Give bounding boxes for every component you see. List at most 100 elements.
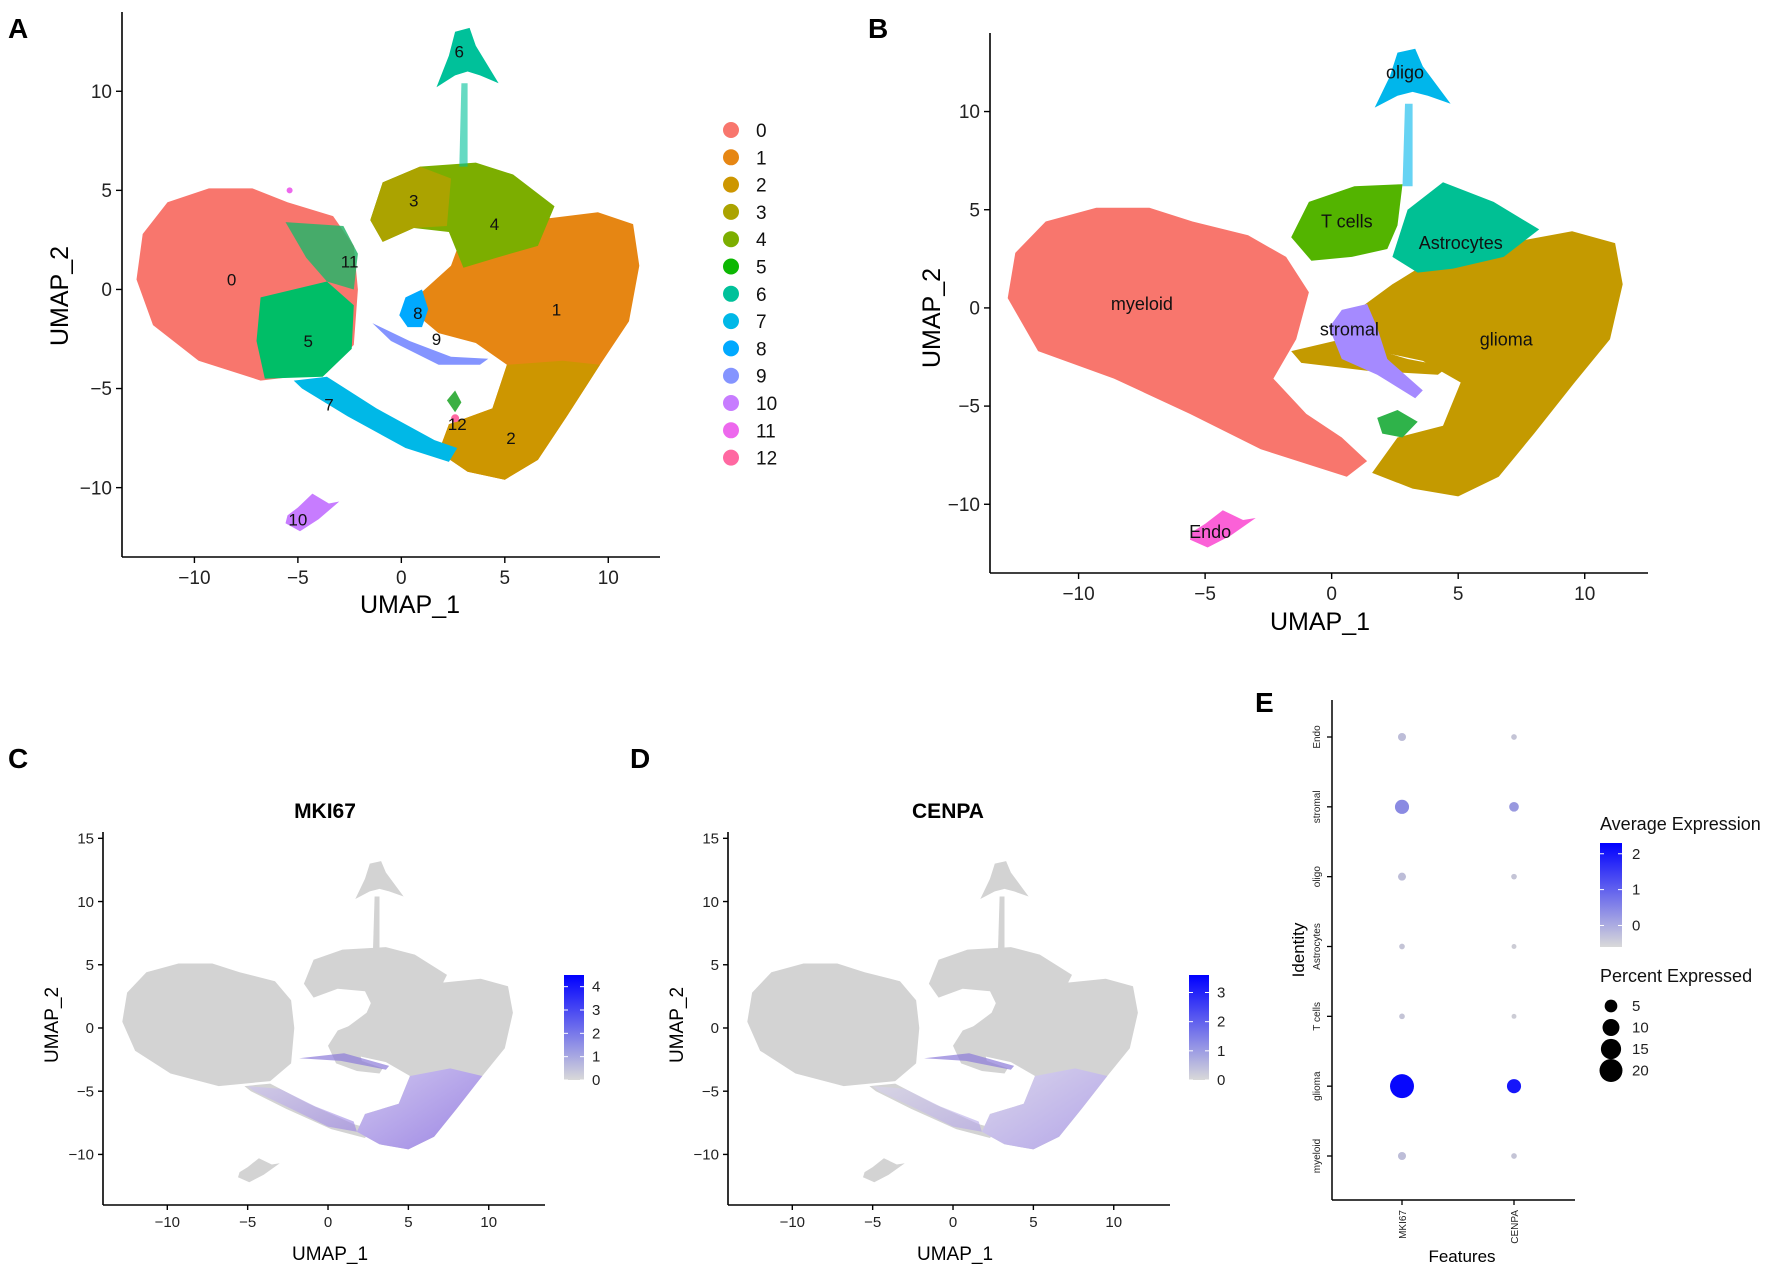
panel-c-y-tick-label: 15: [77, 831, 94, 848]
panel-d-y-tick-label: −5: [702, 1083, 719, 1100]
panel-c-colorbar-label: 1: [592, 1049, 600, 1066]
legend-percent-dot-5: [1604, 999, 1618, 1013]
dot-oligo-mki67: [1397, 872, 1407, 881]
panel-a-y-tick-label: 5: [101, 181, 112, 202]
dot-astrocytes-mki67: [1399, 943, 1405, 950]
panel-d-colorbar-label: 3: [1217, 985, 1225, 1002]
panel-e-feature-label-cenpa: CENPA: [1510, 1210, 1521, 1244]
panel-b-y-tick-label: 5: [969, 200, 980, 221]
panel-e-dotplot: MKI67 CENPA Endo stromal oligo Astrocytes T ce…: [1289, 700, 1761, 1266]
legend-dot-2: [723, 176, 739, 193]
panel-c-colorbar-label: 3: [592, 1002, 600, 1019]
panel-d-y-tick-label: 5: [711, 957, 719, 974]
panel-d-cells-stalk: [998, 896, 1005, 950]
legend-label-0: 0: [756, 121, 767, 142]
cluster-oligo-stalk: [1402, 103, 1413, 187]
panel-d-y-tick-label: 15: [702, 831, 719, 848]
panel-e-identity-label-myeloid: myeloid: [1312, 1139, 1323, 1173]
legend-percent-dot-15: [1600, 1038, 1622, 1060]
panel-e-y-axis-label: Identity: [1289, 922, 1308, 977]
panel-e-identity-label-glioma: glioma: [1312, 1071, 1323, 1101]
legend-label-10: 10: [756, 394, 777, 415]
panel-c-y-tick-label: 0: [86, 1020, 94, 1037]
panel-a-y-tick-label: −5: [90, 379, 112, 400]
cluster-tcells-region: [1291, 184, 1403, 261]
panel-a-y-tick-label: −10: [80, 478, 112, 499]
cluster-12-region: [451, 414, 460, 423]
panel-c-y-axis-label: UMAP_2: [42, 987, 63, 1063]
dot-t-cells-cenpa: [1511, 1013, 1517, 1019]
panel-b-y-tick-label: 10: [959, 102, 980, 123]
panel-b-y-tick-label: −5: [958, 397, 980, 418]
panel-e-identity-label-stromal: stromal: [1312, 790, 1323, 823]
panel-a-x-tick-label: −5: [287, 568, 309, 589]
legend-percent-label-10: 10: [1632, 1020, 1649, 1037]
panel-c-y-tick-label: −10: [69, 1147, 94, 1164]
panel-c-x-tick-label: 0: [324, 1214, 332, 1231]
panel-b-umap-celltypes: myeloid glioma T cells Astrocytes stromal oli…: [918, 33, 1648, 636]
legend-label-11: 11: [756, 421, 776, 442]
panel-a-x-tick-label: −10: [178, 568, 210, 589]
panel-e-identity-label-oligo: oligo: [1312, 866, 1323, 888]
cluster-label-5: 5: [303, 332, 312, 351]
panel-b-cluster-shapes: [1007, 48, 1623, 548]
dot-stromal-cenpa: [1509, 801, 1519, 812]
panel-a-y-tick-label: 10: [91, 82, 112, 103]
cluster-5-region: [256, 281, 354, 379]
cluster-10-region: [285, 493, 340, 532]
panel-d-cell-shapes: [747, 861, 1138, 1183]
legend-label-8: 8: [756, 339, 767, 360]
cluster-7-region: [293, 376, 458, 462]
panel-d-colorbar-gradient: [1189, 975, 1209, 1080]
cluster-3-region: [370, 166, 451, 242]
celltype-label-myeloid: myeloid: [1111, 294, 1173, 314]
panel-d-cells-stromal: [953, 1025, 1008, 1074]
celltype-label-glioma: glioma: [1480, 329, 1534, 349]
legend-dot-6: [723, 285, 739, 302]
celltype-label-astrocytes: Astrocytes: [1419, 233, 1503, 253]
celltype-label-stromal: stromal: [1320, 320, 1379, 340]
panel-letter-e: E: [1255, 687, 1274, 718]
panel-b-x-tick-label: 10: [1574, 584, 1595, 605]
panel-d-expression-tail: [872, 1086, 982, 1132]
legend-label-4: 4: [756, 230, 767, 251]
panel-c-cells-stalk: [373, 896, 380, 950]
legend-dot-10: [723, 395, 739, 411]
panel-b-y-tick-label: −10: [948, 495, 980, 516]
dot-myeloid-mki67: [1397, 1151, 1407, 1161]
panel-d-cells-right: [962, 972, 1138, 1150]
cluster-stromal-region: [1329, 304, 1423, 399]
panel-d-x-tick-label: −10: [780, 1214, 805, 1231]
panel-d-expression-hotspot: [981, 1068, 1108, 1150]
panel-a-x-tick-label: 5: [500, 568, 511, 589]
cluster-label-6: 6: [455, 43, 464, 62]
legend-label-2: 2: [756, 176, 767, 197]
cluster-oligo-region: [1374, 48, 1451, 108]
legend-dot-1: [723, 149, 739, 166]
panel-e-identity-label-endo: Endo: [1312, 725, 1323, 749]
panel-d-colorbar-label: 2: [1217, 1014, 1225, 1031]
panel-d-colorbar: 3 2 1 0: [1189, 975, 1225, 1089]
panel-c-expression-hotspot: [356, 1068, 483, 1150]
cluster-5-upper-region: [285, 222, 358, 290]
panel-e-x-axis-label: Features: [1428, 1247, 1495, 1266]
dot-t-cells-mki67: [1399, 1013, 1405, 1020]
cluster-8-region: [399, 289, 429, 328]
legend-percent-dot-20: [1599, 1059, 1623, 1082]
panel-e-dots: [1390, 732, 1522, 1161]
panel-d-axes: −10 −5 0 5 10 −10 −5 0 5 10 15: [694, 831, 1170, 1231]
panel-letter-a: A: [8, 13, 28, 44]
panel-letter-b: B: [868, 13, 888, 44]
panel-b-x-axis-label: UMAP_1: [1270, 608, 1370, 636]
dot-glioma-cenpa: [1506, 1079, 1522, 1094]
panel-d-colorbar-label: 0: [1217, 1072, 1225, 1089]
panel-a-x-tick-label: 10: [598, 568, 619, 589]
legend-label-9: 9: [756, 367, 767, 388]
legend-percent-label-15: 15: [1632, 1041, 1649, 1058]
panel-c-axes: −10 −5 0 5 10 −10 −5 0 5 10 15: [69, 831, 545, 1231]
panel-d-expression-streak: [924, 1053, 1015, 1070]
